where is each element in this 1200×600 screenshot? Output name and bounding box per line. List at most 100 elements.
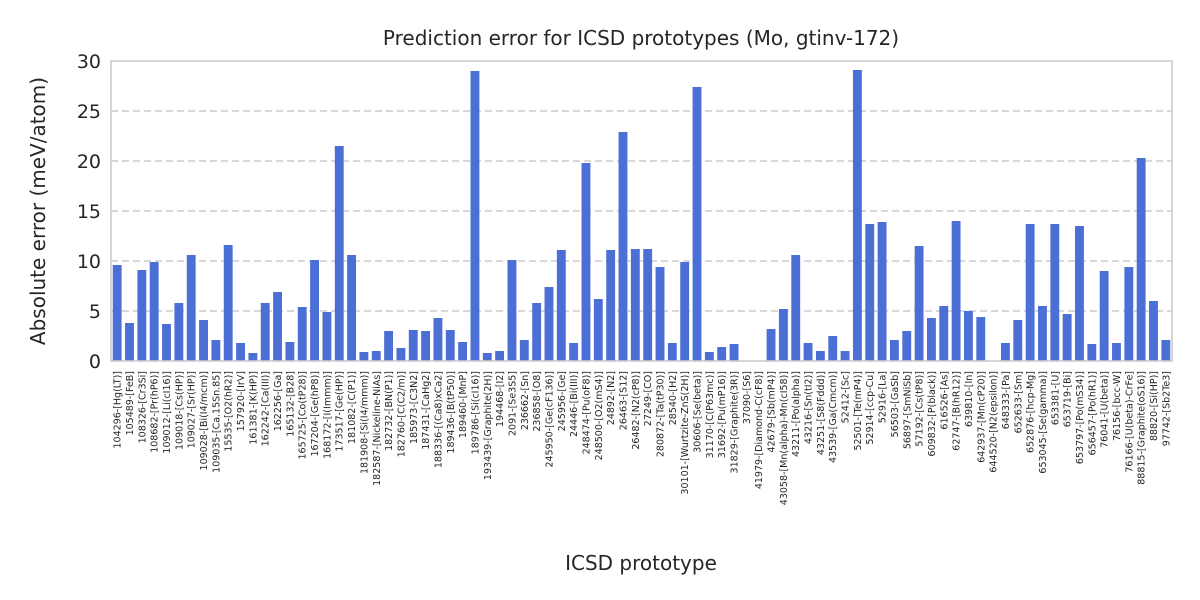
bar [482, 353, 492, 361]
x-tick-label: 182760-[C(C2/m)] [396, 371, 407, 457]
bar [445, 330, 455, 361]
x-tick-label: 644520-[N2(epsilon)] [989, 371, 1000, 473]
x-tick-label: 182732-[BN(P1)] [384, 371, 395, 451]
x-tick-label: 652633-[Sm] [1013, 371, 1024, 433]
x-tick-label: 193439-[Graphite(2H)] [483, 371, 494, 480]
bar [939, 306, 949, 361]
x-tick-label: 24892-[N2] [606, 371, 617, 425]
x-tick-label: 109018-[Cs(HP)] [174, 371, 185, 450]
x-tick-label: 161381-[K(HP)] [248, 371, 259, 445]
bar [692, 87, 702, 361]
bar [223, 245, 233, 361]
bar [914, 246, 924, 361]
x-tick-label: 236858-[O8] [532, 371, 543, 432]
x-tick-label: 76041-[U(beta)] [1100, 371, 1111, 448]
x-tick-label: 189460-[MnP] [458, 371, 469, 438]
x-tick-label: 181908-[Si(I4/mmm)] [359, 371, 370, 474]
bar [852, 70, 862, 361]
x-tick-label: 189436-[B(tP50)] [446, 371, 457, 454]
x-tick-label: 27249-[CO] [643, 371, 654, 426]
x-tick-label: 653719-[Bi] [1063, 371, 1074, 427]
bar [112, 265, 122, 361]
bar [828, 336, 838, 361]
bar [717, 347, 727, 361]
bar [495, 351, 505, 361]
x-tick-label: 88820-[Si(HP)] [1149, 371, 1160, 441]
bar [458, 342, 468, 361]
y-tick-label: 0 [89, 351, 101, 373]
x-tick-label: 42679-[Sb(mP4)] [767, 371, 778, 453]
x-tick-label: 653797-[Po(mS34)] [1075, 371, 1086, 464]
bar [359, 352, 369, 361]
x-tick-label: 43216-[Sn(tI2)] [804, 371, 815, 444]
bar [655, 267, 665, 361]
x-tick-label: 26463-[S12] [618, 371, 629, 430]
x-tick-label: 62747-[B(hR12)] [952, 371, 963, 451]
y-tick-labels: 0 5 10 15 20 25 30 [77, 51, 101, 373]
y-tick-label: 20 [77, 151, 101, 173]
bar [791, 255, 801, 361]
bar [384, 331, 394, 361]
bar [273, 292, 282, 361]
x-tick-label: 167204-[Ge(hP8)] [310, 371, 321, 457]
x-tick-label: 182587-[Nickeline-NiAs] [372, 371, 383, 486]
bars [112, 70, 1171, 361]
bar [1087, 344, 1097, 361]
bar [334, 146, 344, 361]
bar [149, 262, 159, 361]
bar [519, 340, 529, 361]
x-tick-label: 189786-[Si(cI16)] [470, 371, 481, 454]
bar [618, 132, 628, 361]
bar [926, 318, 936, 361]
x-tick-label: 41979-[Diamond-C(cF8)] [754, 371, 765, 489]
x-tick-label: 76156-[bcc-W] [1112, 371, 1123, 441]
x-tick-label: 97742-[Sb2Te3] [1161, 371, 1172, 446]
x-tick-label: 105489-[FeB] [125, 371, 136, 435]
bar [371, 351, 381, 361]
y-tick-label: 5 [89, 301, 101, 323]
x-tick-label: 185973-[C3N2] [409, 371, 420, 444]
bar [1161, 340, 1171, 361]
bar [951, 221, 961, 361]
x-tick-label: 108682-[Pr(hP6)] [150, 371, 161, 453]
bar [667, 343, 677, 361]
bar [174, 303, 184, 361]
bar [1050, 224, 1060, 361]
bar [1124, 267, 1134, 361]
x-tick-label: 173517-[Ge(HP)] [335, 371, 346, 452]
bar [704, 352, 714, 361]
bar [1001, 343, 1010, 361]
bar [162, 324, 171, 361]
x-tick-label: 37090-[S6] [742, 371, 753, 424]
bar [396, 348, 406, 361]
x-tick-label: 248474-[Pu(oF8)] [581, 371, 592, 454]
x-tick-label: 56503-[GaSb] [890, 371, 901, 437]
x-tick-label: 15535-[O2(hR2)] [224, 371, 235, 452]
bar [236, 343, 245, 361]
x-tick-label: 76166-[U(beta)-CrFe] [1124, 371, 1135, 473]
bar [544, 287, 554, 361]
x-tick-label: 43539-[Ga(Cmcm)] [828, 371, 839, 463]
x-tick-label: 52916-[La] [878, 371, 889, 423]
bar [199, 320, 208, 361]
x-tick-label: 168172-[I(Immm)] [322, 371, 333, 459]
bar [1075, 226, 1084, 361]
bar [889, 340, 899, 361]
bar [963, 311, 973, 361]
y-tick-label: 30 [77, 51, 101, 73]
x-tick-label: 165132-[B28] [285, 371, 296, 437]
x-tick-label: 31829-[Graphite(3R)] [730, 371, 741, 473]
x-tick-label: 245950-[Ge(cF136)] [544, 371, 555, 468]
bar [408, 330, 418, 361]
y-gridlines [111, 110, 1172, 312]
x-tick-label: 653381-[U] [1050, 371, 1061, 425]
bar [976, 317, 986, 361]
x-tick-label: 248500-[O2(mS4)] [594, 371, 605, 460]
bar [507, 260, 517, 361]
bar [840, 351, 850, 361]
bar [1136, 158, 1146, 361]
bar [630, 249, 640, 361]
x-tick-label: 616526-[As] [939, 371, 950, 430]
x-tick-label: 28540-[H2] [668, 371, 679, 425]
